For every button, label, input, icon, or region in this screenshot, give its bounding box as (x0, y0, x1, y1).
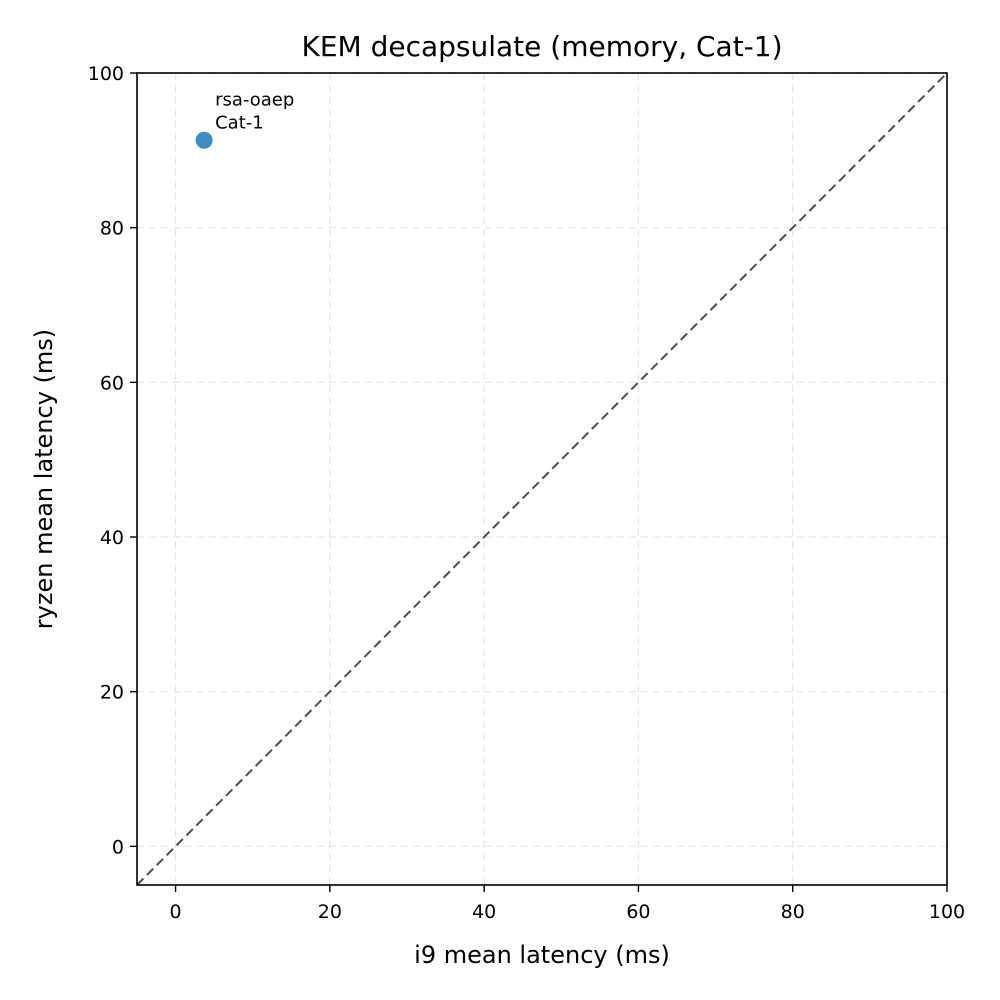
y-tick-label: 0 (112, 836, 124, 858)
x-tick-label: 0 (170, 901, 182, 923)
y-tick-label: 60 (100, 372, 124, 394)
plot-frame (136, 72, 948, 886)
y-tick-label: 40 (100, 527, 124, 549)
x-tick-label: 80 (781, 901, 805, 923)
parity-reference-line (136, 72, 948, 886)
x-tick-label: 20 (318, 901, 342, 923)
point-label: rsa-oaep (215, 89, 294, 110)
point-sublabel: Cat-1 (215, 112, 264, 133)
axis-ticks: 0 20 40 60 80 100 0 20 40 60 80 100 (88, 63, 965, 923)
data-point (195, 131, 213, 149)
x-axis-label: i9 mean latency (ms) (414, 941, 670, 969)
x-tick-label: 40 (472, 901, 496, 923)
chart-title: KEM decapsulate (memory, Cat-1) (301, 30, 782, 63)
y-axis-label: ryzen mean latency (ms) (30, 329, 58, 629)
y-tick-label: 80 (100, 218, 124, 240)
x-tick-label: 100 (929, 901, 965, 923)
y-tick-label: 20 (100, 682, 124, 704)
y-tick-label: 100 (88, 63, 124, 85)
grid-lines (137, 72, 948, 885)
x-tick-label: 60 (626, 901, 650, 923)
